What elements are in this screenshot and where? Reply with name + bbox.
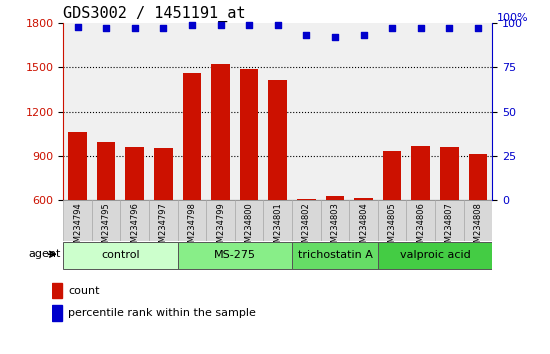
Text: agent: agent	[28, 249, 60, 259]
Bar	[240, 69, 258, 200]
Text: GSM234804: GSM234804	[359, 202, 368, 253]
Bar	[440, 147, 459, 200]
Bar	[125, 147, 144, 200]
Bar	[464, 200, 492, 241]
Bar	[469, 154, 487, 200]
Text: MS-275: MS-275	[214, 250, 256, 260]
Text: GSM234805: GSM234805	[388, 202, 397, 253]
Bar	[211, 64, 230, 200]
Text: control: control	[101, 250, 140, 260]
Bar	[206, 200, 235, 241]
Bar	[411, 146, 430, 200]
Bar	[63, 200, 92, 241]
Point	[216, 22, 225, 28]
Bar	[297, 199, 316, 200]
Point	[273, 22, 282, 28]
Bar	[149, 200, 178, 241]
Bar	[68, 132, 87, 200]
Point	[331, 34, 339, 40]
Point	[130, 25, 139, 31]
Point	[445, 25, 454, 31]
Bar	[178, 242, 292, 269]
Point	[102, 25, 111, 31]
Bar	[435, 200, 464, 241]
Point	[416, 25, 425, 31]
Text: percentile rank within the sample: percentile rank within the sample	[68, 308, 256, 318]
Bar	[292, 242, 378, 269]
Bar	[383, 150, 402, 200]
Point	[388, 25, 397, 31]
Text: valproic acid: valproic acid	[400, 250, 470, 260]
Text: GDS3002 / 1451191_at: GDS3002 / 1451191_at	[63, 5, 246, 22]
Bar	[292, 200, 321, 241]
Text: GSM234798: GSM234798	[188, 202, 196, 253]
Point	[359, 33, 368, 38]
Bar	[154, 148, 173, 200]
Text: GSM234794: GSM234794	[73, 202, 82, 253]
Text: GSM234803: GSM234803	[331, 202, 339, 253]
Bar	[63, 242, 178, 269]
Bar	[183, 73, 201, 200]
Bar	[268, 80, 287, 200]
Bar	[378, 200, 406, 241]
Text: GSM234806: GSM234806	[416, 202, 425, 253]
Point	[73, 24, 82, 29]
Bar	[263, 200, 292, 241]
Text: GSM234801: GSM234801	[273, 202, 282, 253]
Bar	[326, 196, 344, 200]
Text: GSM234800: GSM234800	[245, 202, 254, 253]
Point	[188, 22, 196, 28]
Text: 100%: 100%	[497, 13, 528, 23]
Bar	[92, 200, 120, 241]
Text: GSM234799: GSM234799	[216, 202, 225, 253]
Text: GSM234797: GSM234797	[159, 202, 168, 253]
Point	[159, 25, 168, 31]
Bar	[349, 200, 378, 241]
Text: GSM234796: GSM234796	[130, 202, 139, 253]
Text: GSM234795: GSM234795	[102, 202, 111, 253]
Text: GSM234808: GSM234808	[474, 202, 482, 253]
Bar	[52, 282, 62, 298]
Bar	[378, 242, 492, 269]
Bar	[406, 200, 435, 241]
Point	[302, 33, 311, 38]
Point	[474, 25, 482, 31]
Text: trichostatin A: trichostatin A	[298, 250, 372, 260]
Bar	[235, 200, 263, 241]
Bar	[354, 198, 373, 200]
Bar	[120, 200, 149, 241]
Bar	[97, 142, 116, 200]
Bar	[321, 200, 349, 241]
Point	[245, 22, 254, 28]
Text: count: count	[68, 286, 100, 296]
Bar	[52, 305, 62, 321]
Text: GSM234802: GSM234802	[302, 202, 311, 253]
Text: GSM234807: GSM234807	[445, 202, 454, 253]
Bar	[178, 200, 206, 241]
